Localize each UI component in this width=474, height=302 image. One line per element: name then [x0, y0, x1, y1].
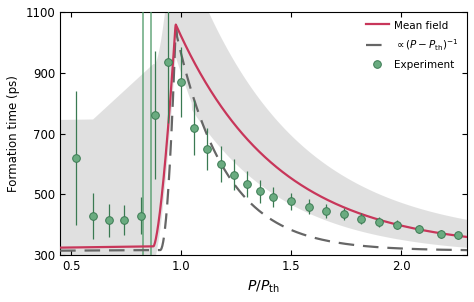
Y-axis label: Formation time (ps): Formation time (ps) — [7, 75, 20, 192]
Legend: Mean field, $\propto (P-P_{\mathrm{th}})^{-1}$, Experiment: Mean field, $\propto (P-P_{\mathrm{th}})… — [363, 17, 462, 73]
X-axis label: $P/P_{\mathrm{th}}$: $P/P_{\mathrm{th}}$ — [247, 279, 280, 295]
